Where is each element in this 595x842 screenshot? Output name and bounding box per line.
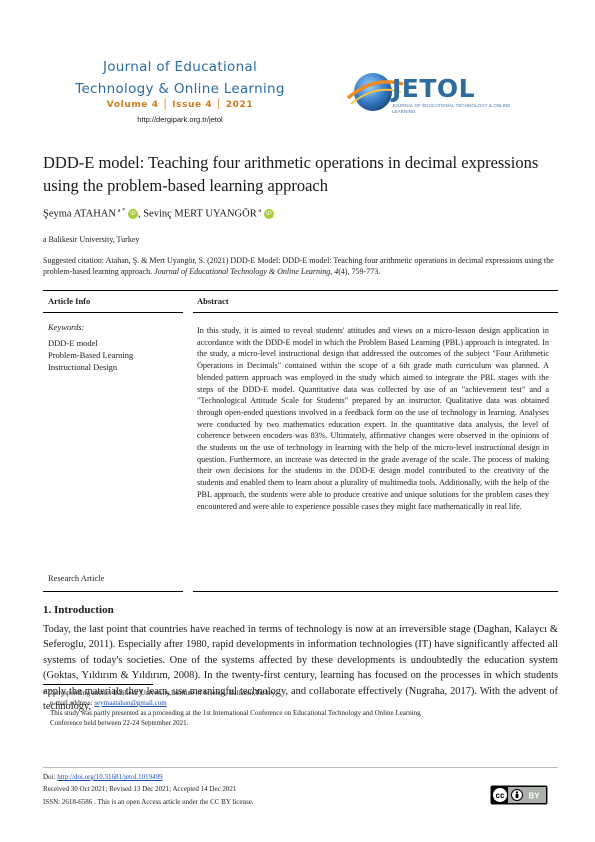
divider-bottom-abstract [193,591,558,592]
keywords-label: Keywords: [48,322,85,332]
presented-note-2: Conference held between 22-24 September … [50,719,189,727]
introduction-text: Today, the last point that countries hav… [43,624,558,713]
author-1: Şeyma ATAHAN [43,208,116,220]
doi-link[interactable]: http://doi.org/10.31681/jetol.1019499 [57,773,163,781]
paper-title: DDD-E model: Teaching four arithmetic op… [43,153,539,195]
affiliation: a Balikesir University, Turkey [43,235,140,244]
doi-label: Doi: [43,773,58,781]
keyword: Instructional Design [48,362,118,372]
email-label: e-mail address: [50,699,95,707]
journal-title-line1: Journal of Educational [102,59,258,75]
divider-abstract [193,312,558,313]
logo-subtitle: JOURNAL OF EDUCATIONAL TECHNOLOGY & ONLI… [392,103,511,114]
article-type: Research Article [48,573,105,583]
email-link[interactable]: seymaatahan@gmail.com [94,699,167,707]
divider-bottom-info [43,591,183,592]
cc-text: cc [496,791,505,800]
swoosh-yellow [350,88,402,105]
corresponding-author: * Corresponding author: Balikesir Univer… [43,689,277,697]
keyword: DDD-E model [48,338,98,348]
presented-note-1: This study was partly presented as a pro… [50,709,421,717]
journal-title: Journal of Educational Technology & Onli… [60,56,300,100]
author-2: , Sevinç MERT UYANGÖR [137,208,257,220]
citation-text: Suggested citation: Atahan, Ş. & Mert Uy… [43,256,554,276]
author-list: Şeyma ATAHAN a * iD, Sevinç MERT UYANGÖR… [43,207,274,220]
citation-journal: Journal of Educational Technology & Onli… [154,266,339,276]
divider-info [43,312,183,313]
cc-by-license-icon[interactable]: cc BY [490,785,548,805]
author-2-affil: a [256,207,262,214]
section-heading: 1. Introduction [43,604,114,616]
abstract-text: In this study, it is aimed to reveal stu… [197,326,549,511]
orcid-icon[interactable]: iD [263,208,274,219]
article-info-heading: Article Info [48,296,91,306]
by-text: BY [528,792,540,801]
logo-name: JETOL [392,74,476,103]
swoosh-orange [346,80,404,100]
citation-end: (4), 759-773. [338,266,381,276]
orcid-icon[interactable]: iD [127,208,138,219]
doi-line: Doi: http://doi.org/10.31681/jetol.10194… [43,772,163,782]
volume-issue: Volume 4 │ Issue 4 │ 2021 [106,100,254,110]
jetol-logo [346,73,404,111]
received-dates: Received 30 Oct 2021; Revised 13 Dec 202… [43,785,237,793]
keyword: Problem-Based Learning [48,350,134,360]
journal-title-line2: Technology & Online Learning [75,81,285,97]
abstract-heading: Abstract [197,296,229,306]
issn-license: ISSN: 2618-6586 . This is an open Access… [43,798,254,806]
suggested-citation: Suggested citation: Atahan, Ş. & Mert Uy… [43,256,558,277]
divider-top [43,290,558,291]
email-line: e-mail address: seymaatahan@gmail.com [50,698,167,708]
author-1-affil: a * [115,207,126,214]
footer-divider [43,767,558,768]
footnote-divider [43,684,153,685]
journal-url[interactable]: http://dergipark.org.tr/jetol [137,115,223,124]
